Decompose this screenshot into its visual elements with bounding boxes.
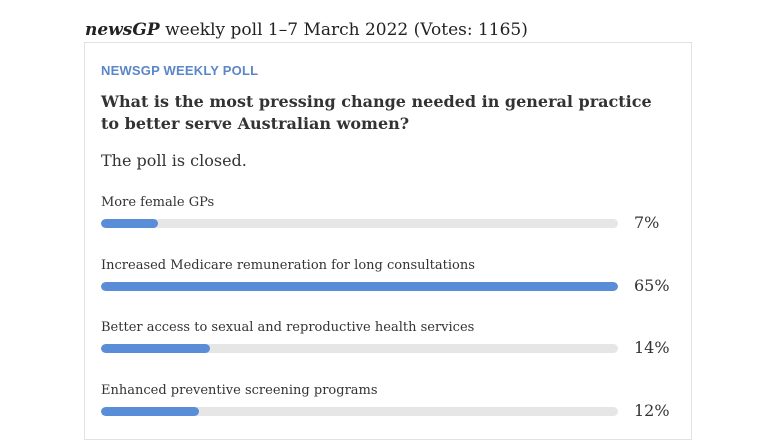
poll-option: Enhanced preventive screening programs 1… xyxy=(101,382,681,426)
poll-option-bar-fill xyxy=(101,219,158,228)
poll-label: NEWSGP WEEKLY POLL xyxy=(101,63,259,78)
poll-option-bar-track xyxy=(101,407,618,416)
poll-option: Better access to sexual and reproductive… xyxy=(101,319,681,363)
poll-option-label: Better access to sexual and reproductive… xyxy=(101,320,475,335)
poll-option: Increased Medicare remuneration for long… xyxy=(101,257,681,301)
poll-option-bar-fill xyxy=(101,282,618,291)
poll-status: The poll is closed. xyxy=(101,151,247,170)
poll-option-bar-fill xyxy=(101,407,200,416)
poll-option-percent: 14% xyxy=(634,338,670,357)
poll-question: What is the most pressing change needed … xyxy=(101,92,652,133)
poll-option-bar-track xyxy=(101,344,618,353)
heading-text: weekly poll 1–7 March 2022 (Votes: 1165) xyxy=(159,20,528,40)
poll-option-label: More female GPs xyxy=(101,195,215,210)
poll-option-bar-fill xyxy=(101,344,210,353)
poll-option-percent: 65% xyxy=(634,276,670,295)
poll-option-label: Increased Medicare remuneration for long… xyxy=(101,258,475,273)
poll-option-label: Enhanced preventive screening programs xyxy=(101,383,378,398)
poll-option-bar-track xyxy=(101,282,618,291)
poll-option-percent: 12% xyxy=(634,401,670,420)
poll-option-percent: 7% xyxy=(634,213,660,232)
poll-page-heading: newsGP weekly poll 1–7 March 2022 (Votes… xyxy=(85,19,528,41)
poll-option: More female GPs 7% xyxy=(101,194,681,238)
poll-card: NEWSGP WEEKLY POLL What is the most pres… xyxy=(84,42,692,440)
heading-brand: newsGP xyxy=(85,20,160,40)
poll-option-bar-track xyxy=(101,219,618,228)
